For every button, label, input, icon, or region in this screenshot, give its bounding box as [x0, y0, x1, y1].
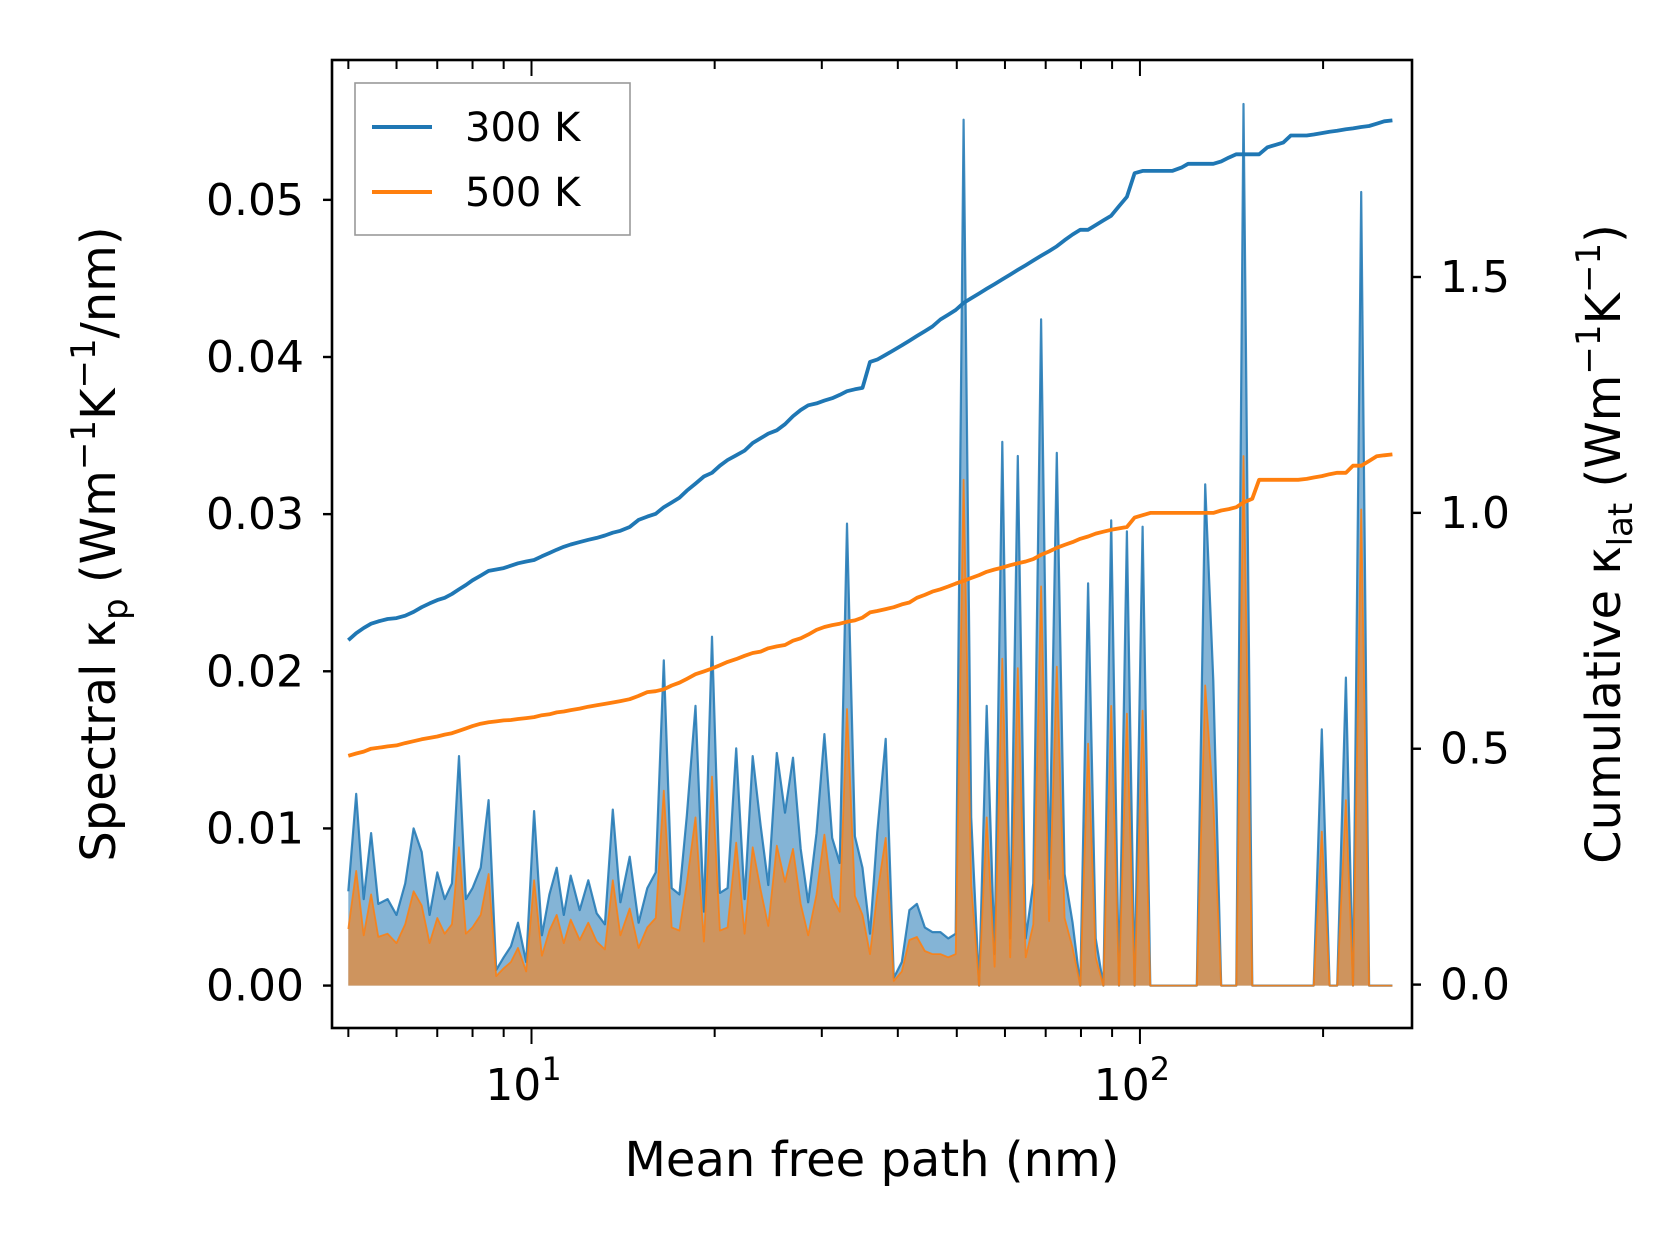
spectral-area-300k: [348, 104, 1393, 986]
y-axis-left-title-sub: p: [96, 598, 136, 620]
xtick-label: 102: [1094, 1050, 1170, 1111]
ytick-left-label: 0.05: [206, 175, 304, 226]
xtick-exponent: 1: [541, 1050, 561, 1088]
cumulative-line-300k: [347, 118, 1393, 642]
ytick-left-label: 0.02: [206, 646, 304, 697]
y-axis-left-title-suffix: /nm): [71, 226, 127, 338]
xtick-exponent: 2: [1150, 1050, 1170, 1088]
ytick-right-label: 0.5: [1440, 724, 1510, 775]
y-axis-left-title-mid2: K: [71, 387, 127, 420]
legend-label: 500 K: [465, 170, 582, 216]
y-axis-right-title-sup2: −1: [1569, 243, 1609, 293]
y-axis-right-title-prefix: Cumulative κ: [1576, 546, 1632, 864]
ytick-right-label: 1.5: [1440, 252, 1510, 303]
y-axis-left-title: Spectral κp (Wm−1K−1/nm): [64, 226, 136, 861]
ytick-left-label: 0.03: [206, 489, 304, 540]
ytick-left-label: 0.04: [206, 332, 304, 383]
ytick-left-label: 0.00: [206, 961, 304, 1012]
y-axis-right-title: Cumulative κlat (Wm−1K−1): [1569, 224, 1641, 864]
y-axis-right-title-mid2: K: [1576, 291, 1632, 324]
cumulative-line-500k: [347, 452, 1393, 758]
y-axis-right-title-sup1: −1: [1569, 324, 1609, 374]
y-axis-left-title-sup1: −1: [64, 420, 104, 470]
axes-frame: [330, 58, 1414, 1030]
ytick-right-label: 1.0: [1440, 488, 1510, 539]
spectral-line-500k: [347, 455, 1393, 987]
ytick-right-label: 0.0: [1440, 960, 1510, 1011]
y-axis-right-title-mid1: (Wm: [1576, 375, 1632, 503]
legend: 300 K 500 K: [354, 82, 631, 236]
x-axis-title: Mean free path (nm): [625, 1132, 1120, 1188]
y-axis-right-title-suffix: ): [1576, 224, 1632, 243]
ytick-left-label: 0.01: [206, 803, 304, 854]
series-layer: [347, 102, 1393, 987]
axis-labels: Mean free path (nm)Spectral κp (Wm−1K−1/…: [64, 224, 1641, 1188]
plot-frame: [330, 58, 1414, 1030]
y-axis-left-title-mid1: (Wm: [71, 470, 127, 598]
legend-label: 300 K: [465, 105, 582, 151]
spectral-area-500k: [348, 456, 1393, 986]
y-axis-left-title-prefix: Spectral κ: [71, 620, 127, 862]
legend-box: [354, 82, 631, 236]
y-axis-right-title-sub: lat: [1601, 503, 1641, 547]
y-axis-left-title-sup2: −1: [64, 338, 104, 388]
